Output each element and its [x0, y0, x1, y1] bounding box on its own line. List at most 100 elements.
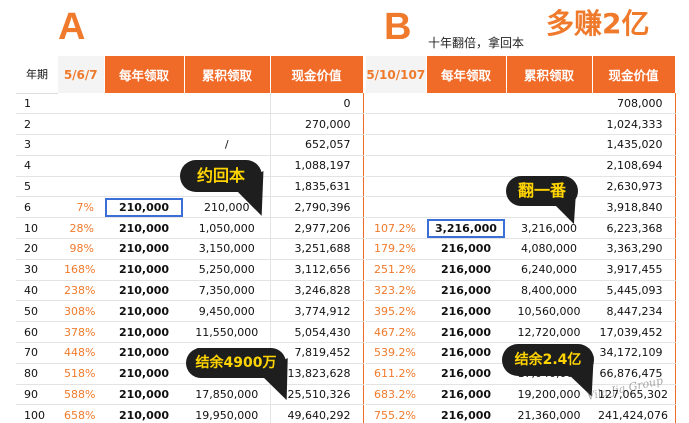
cell-rate	[58, 134, 104, 156]
cell-rate: 539.2%	[366, 342, 426, 364]
table-row: 10 28% 210,000 1,050,000 2,977,206	[16, 217, 364, 240]
cell-accum	[506, 93, 592, 115]
cell-cash: 13,823,628	[270, 363, 364, 385]
table-row: 395.2% 216,000 10,560,000 8,447,234	[366, 300, 676, 323]
cell-annual	[426, 113, 506, 136]
table-row: 107.2% 3,216,000 3,216,000 6,223,368	[366, 217, 676, 240]
cell-annual	[104, 93, 184, 115]
table-row: 6 7% 210,000 210,000 2,790,396	[16, 196, 364, 219]
cell-year: 50	[16, 300, 58, 323]
cell-cash: 3,918,840	[592, 196, 676, 219]
plan-b-header-row: 5/10/107 每年领取 累积领取 现金价值	[366, 56, 676, 93]
cell-annual: 210,000	[104, 280, 184, 302]
cell-accum: 8,400,000	[506, 280, 592, 302]
cell-annual: 210,000	[104, 384, 184, 406]
cell-annual	[426, 155, 506, 177]
cell-annual: 210,000	[104, 363, 184, 385]
cell-annual	[104, 113, 184, 136]
plan-a-header-accum: 累积领取	[184, 56, 271, 93]
callout-payback: 约回本	[180, 160, 262, 192]
cell-annual: 210,000	[104, 217, 184, 240]
cell-cash: 7,819,452	[270, 342, 364, 364]
callout-balance-a: 结余4900万	[186, 348, 286, 378]
cell-cash: 6,223,368	[592, 217, 676, 240]
cell-cash: 3,251,688	[270, 238, 364, 260]
plan-b-headline: 多赚2亿	[546, 7, 650, 40]
cell-cash: 1,088,197	[270, 155, 364, 177]
cell-cash: 3,774,912	[270, 300, 364, 323]
plan-a-letter: A	[58, 6, 86, 48]
plan-a-header-row: 年期 5/6/7 每年领取 累积领取 现金价值	[16, 56, 364, 94]
table-row: 30 168% 210,000 5,250,000 3,112,656	[16, 259, 364, 281]
cell-annual	[104, 176, 184, 198]
cell-year: 20	[16, 238, 58, 260]
cell-annual: 216,000	[426, 300, 506, 323]
cell-cash: 270,000	[270, 113, 364, 136]
cell-cash: 3,246,828	[270, 280, 364, 302]
cell-year: 60	[16, 321, 58, 344]
cell-accum: 19,200,000	[506, 384, 592, 406]
cell-rate: 238%	[58, 280, 104, 302]
cell-year: 40	[16, 280, 58, 302]
plan-b-letter: B	[384, 6, 412, 48]
table-row: 2,108,694	[366, 155, 676, 177]
cell-accum: 5,250,000	[184, 259, 271, 281]
cell-annual: 216,000	[426, 238, 506, 260]
cell-annual: 216,000	[426, 280, 506, 302]
table-row: 60 378% 210,000 11,550,000 5,054,430	[16, 321, 364, 344]
table-row: 755.2% 216,000 21,360,000 241,424,076	[366, 404, 676, 423]
plan-a-header-annual: 每年领取	[104, 56, 185, 93]
cell-annual	[426, 176, 506, 198]
cell-cash: 5,054,430	[270, 321, 364, 344]
cell-rate	[366, 176, 426, 198]
cell-rate: 28%	[58, 217, 104, 240]
cell-rate: 467.2%	[366, 321, 426, 344]
cell-rate: 588%	[58, 384, 104, 406]
cell-cash: 3,363,290	[592, 238, 676, 260]
cell-cash: 2,790,396	[270, 196, 364, 219]
cell-annual: 210,000	[104, 342, 184, 364]
cell-rate: 168%	[58, 259, 104, 281]
table-row: 50 308% 210,000 9,450,000 3,774,912	[16, 300, 364, 323]
table-row: 251.2% 216,000 6,240,000 3,917,455	[366, 259, 676, 281]
table-row: 100 658% 210,000 19,950,000 49,640,292	[16, 404, 364, 423]
cell-rate	[366, 134, 426, 156]
cell-accum: 7,350,000	[184, 280, 271, 302]
cell-annual: 210,000	[104, 321, 184, 344]
cell-cash: 2,977,206	[270, 217, 364, 240]
table-row: 2,630,973	[366, 176, 676, 198]
cell-annual	[426, 93, 506, 115]
cell-cash: 3,917,455	[592, 259, 676, 281]
cell-annual: 210,000	[104, 259, 184, 281]
table-row: 1,024,333	[366, 113, 676, 136]
cell-annual: 210,000	[104, 404, 184, 423]
table-row: 2 270,000	[16, 113, 364, 136]
cell-cash: 127,065,302	[592, 384, 676, 406]
table-row: 179.2% 216,000 4,080,000 3,363,290	[366, 238, 676, 260]
cell-accum: 12,720,000	[506, 321, 592, 344]
cell-accum	[184, 113, 271, 136]
cell-accum: 10,560,000	[506, 300, 592, 323]
cell-rate: 98%	[58, 238, 104, 260]
cell-rate: 179.2%	[366, 238, 426, 260]
cell-cash: 1,024,333	[592, 113, 676, 136]
cell-cash: 1,835,631	[270, 176, 364, 198]
cell-rate: 683.2%	[366, 384, 426, 406]
cell-annual: 216,000	[426, 363, 506, 385]
plan-a-header-cash: 现金价值	[270, 56, 364, 93]
cell-annual: 216,000	[426, 259, 506, 281]
cell-cash: 652,057	[270, 134, 364, 156]
cell-annual: 216,000	[426, 404, 506, 423]
cell-cash: 5,445,093	[592, 280, 676, 302]
cell-year: 100	[16, 404, 58, 423]
cell-rate	[58, 176, 104, 198]
cell-rate: 251.2%	[366, 259, 426, 281]
cell-accum: 4,080,000	[506, 238, 592, 260]
plan-b-tagline: 十年翻倍，拿回本	[428, 36, 525, 50]
cell-year: 6	[16, 196, 58, 219]
cell-accum	[506, 134, 592, 156]
cell-rate	[366, 196, 426, 219]
cell-rate: 518%	[58, 363, 104, 385]
cell-cash: 2,630,973	[592, 176, 676, 198]
table-row: 90 588% 210,000 17,850,000 25,510,326	[16, 384, 364, 406]
